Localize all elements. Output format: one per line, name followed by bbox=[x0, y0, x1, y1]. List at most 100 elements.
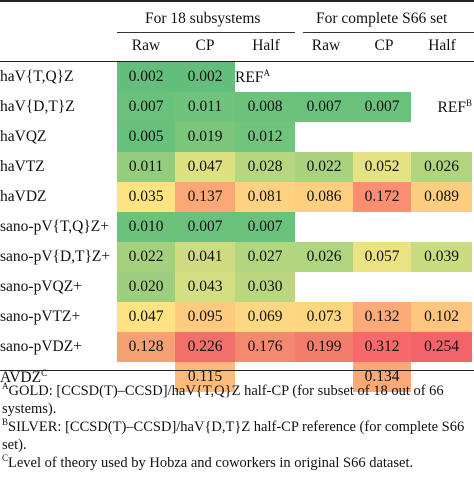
table-row: haV{D,T}Z 0.007 0.011 0.008 0.007 0.007 REFB bbox=[0, 92, 472, 122]
row-label: haV{T,Q}Z bbox=[0, 62, 117, 92]
value-cell: 0.030 bbox=[235, 272, 295, 302]
empty-cell bbox=[295, 122, 353, 152]
value-cell: 0.176 bbox=[235, 332, 295, 362]
value-cell: 0.005 bbox=[117, 122, 175, 152]
row-label-text: sano-pVTZ+ bbox=[0, 308, 81, 325]
group-underline-1 bbox=[117, 32, 295, 33]
value-cell: 0.089 bbox=[411, 182, 472, 212]
reference-footnote-mark: B bbox=[465, 97, 472, 108]
empty-cell bbox=[353, 272, 411, 302]
col-header-cp-s66: CP bbox=[374, 37, 394, 54]
row-label: sano-pVTZ+ bbox=[0, 302, 117, 332]
value-cell: 0.115 bbox=[175, 362, 235, 392]
value-cell: 0.226 bbox=[175, 332, 235, 362]
group-header-18-subsystems: For 18 subsystems bbox=[145, 10, 261, 27]
row-label-text: haVDZ bbox=[0, 188, 47, 205]
value-cell: 0.020 bbox=[117, 272, 175, 302]
value-cell: 0.069 bbox=[235, 302, 295, 332]
value-cell: 0.035 bbox=[117, 182, 175, 212]
row-label: AVDZC bbox=[0, 362, 117, 392]
row-label-footnote-mark: C bbox=[41, 367, 48, 378]
group-underline-2 bbox=[303, 32, 474, 33]
empty-cell bbox=[295, 212, 353, 242]
value-cell: 0.095 bbox=[175, 302, 235, 332]
value-cell: 0.128 bbox=[117, 332, 175, 362]
empty-cell bbox=[411, 62, 472, 92]
empty-cell bbox=[353, 62, 411, 92]
footnote-b: BSILVER: [CCSD(T)–CCSD]/haV{D,T}Z half-C… bbox=[2, 414, 472, 454]
table-row: haVTZ 0.011 0.047 0.028 0.022 0.052 0.026 bbox=[0, 152, 472, 182]
value-cell: 0.007 bbox=[235, 212, 295, 242]
empty-cell bbox=[353, 212, 411, 242]
col-header-raw-18: Raw bbox=[131, 37, 161, 54]
value-cell: 0.026 bbox=[411, 152, 472, 182]
row-label-text: sano-pV{T,Q}Z+ bbox=[0, 218, 109, 235]
value-cell: 0.073 bbox=[295, 302, 353, 332]
table-row: sano-pVQZ+ 0.020 0.043 0.030 bbox=[0, 272, 472, 302]
col-header-raw-s66: Raw bbox=[311, 37, 341, 54]
col-header-half-18: Half bbox=[252, 37, 280, 54]
empty-cell bbox=[295, 272, 353, 302]
col-header-half-s66: Half bbox=[428, 37, 456, 54]
value-cell: 0.086 bbox=[295, 182, 353, 212]
table-row: haV{T,Q}Z 0.002 0.002 REFA bbox=[0, 62, 472, 92]
footnote-mark: C bbox=[2, 453, 9, 463]
value-cell: 0.199 bbox=[295, 332, 353, 362]
value-cell: 0.010 bbox=[117, 212, 175, 242]
value-cell: 0.008 bbox=[235, 92, 295, 122]
value-cell: 0.102 bbox=[411, 302, 472, 332]
footnote-a: AGOLD: [CCSD(T)–CCSD]/haV{T,Q}Z half-CP … bbox=[2, 378, 472, 418]
empty-cell bbox=[295, 62, 353, 92]
value-cell: 0.039 bbox=[411, 242, 472, 272]
footnote-text: Level of theory used by Hobza and cowork… bbox=[8, 455, 414, 471]
value-cell: 0.132 bbox=[353, 302, 411, 332]
value-cell: 0.026 bbox=[295, 242, 353, 272]
value-cell: 0.022 bbox=[295, 152, 353, 182]
table-row: haVDZ 0.035 0.137 0.081 0.086 0.172 0.089 bbox=[0, 182, 472, 212]
table-row: haVQZ 0.005 0.019 0.012 bbox=[0, 122, 472, 152]
value-cell: 0.007 bbox=[175, 212, 235, 242]
empty-cell bbox=[411, 122, 472, 152]
value-cell: 0.011 bbox=[117, 152, 175, 182]
reference-footnote-mark: A bbox=[263, 67, 270, 78]
row-label: sano-pV{T,Q}Z+ bbox=[0, 212, 117, 242]
value-cell: 0.028 bbox=[235, 152, 295, 182]
row-label-text: AVDZ bbox=[0, 368, 42, 386]
table-row: sano-pVDZ+ 0.128 0.226 0.176 0.199 0.312 0.254 bbox=[0, 332, 472, 362]
group-header-complete-s66: For complete S66 set bbox=[316, 10, 448, 27]
footnote-text: SILVER: [CCSD(T)–CCSD]/haV{D,T}Z half-CP… bbox=[2, 419, 465, 453]
value-cell: 0.137 bbox=[175, 182, 235, 212]
reference-cell: REFA bbox=[235, 62, 295, 92]
footnote-mark: B bbox=[2, 417, 9, 427]
value-cell: 0.134 bbox=[353, 362, 411, 392]
value-cell: 0.312 bbox=[353, 332, 411, 362]
table-row: AVDZC 0.115 0.134 bbox=[0, 362, 472, 392]
row-label-text: haVTZ bbox=[0, 158, 45, 175]
row-label: haV{D,T}Z bbox=[0, 92, 117, 122]
value-cell: 0.019 bbox=[175, 122, 235, 152]
value-cell: 0.172 bbox=[353, 182, 411, 212]
table-row: sano-pVTZ+ 0.047 0.095 0.069 0.073 0.132 0.102 bbox=[0, 302, 472, 332]
value-cell: 0.254 bbox=[411, 332, 472, 362]
row-label: haVTZ bbox=[0, 152, 117, 182]
value-cell: 0.041 bbox=[175, 242, 235, 272]
row-label-text: sano-pV{D,T}Z+ bbox=[0, 248, 111, 265]
row-label: sano-pVQZ+ bbox=[0, 272, 117, 302]
table-row: sano-pV{D,T}Z+ 0.022 0.041 0.027 0.026 0.057 0… bbox=[0, 242, 472, 272]
row-label-text: sano-pVDZ+ bbox=[0, 338, 82, 355]
table-row: sano-pV{T,Q}Z+ 0.010 0.007 0.007 bbox=[0, 212, 472, 242]
value-cell: 0.081 bbox=[235, 182, 295, 212]
row-label-text: haV{T,Q}Z bbox=[0, 68, 74, 85]
row-label-text: sano-pVQZ+ bbox=[0, 278, 82, 295]
reference-text: REF bbox=[235, 68, 264, 86]
row-label: haVQZ bbox=[0, 122, 117, 152]
reference-text: REF bbox=[437, 98, 466, 116]
data-table: haV{T,Q}Z 0.002 0.002 REFA haV{D,T}Z 0.007 0.0… bbox=[0, 62, 472, 392]
value-cell: 0.011 bbox=[175, 92, 235, 122]
row-label-text: haV{D,T}Z bbox=[0, 98, 75, 115]
value-cell: 0.012 bbox=[235, 122, 295, 152]
empty-cell bbox=[411, 272, 472, 302]
footnote-c: CLevel of theory used by Hobza and cowor… bbox=[2, 450, 472, 473]
empty-cell bbox=[353, 122, 411, 152]
header-rule bbox=[0, 61, 474, 62]
